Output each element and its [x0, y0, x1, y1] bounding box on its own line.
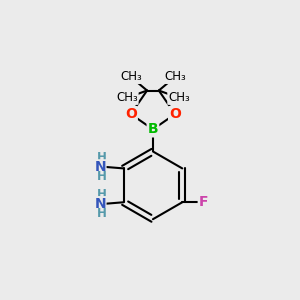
Text: O: O	[169, 107, 181, 121]
Text: H: H	[97, 207, 106, 220]
Text: H: H	[97, 188, 106, 201]
Text: H: H	[97, 151, 106, 164]
Text: CH₃: CH₃	[116, 91, 138, 104]
Text: H: H	[97, 170, 106, 183]
Text: B: B	[148, 122, 158, 136]
Text: N: N	[94, 197, 106, 211]
Text: CH₃: CH₃	[168, 91, 190, 104]
Text: F: F	[199, 195, 208, 209]
Text: CH₃: CH₃	[164, 70, 186, 83]
Text: O: O	[125, 107, 137, 121]
Text: CH₃: CH₃	[120, 70, 142, 83]
Text: N: N	[94, 160, 106, 174]
